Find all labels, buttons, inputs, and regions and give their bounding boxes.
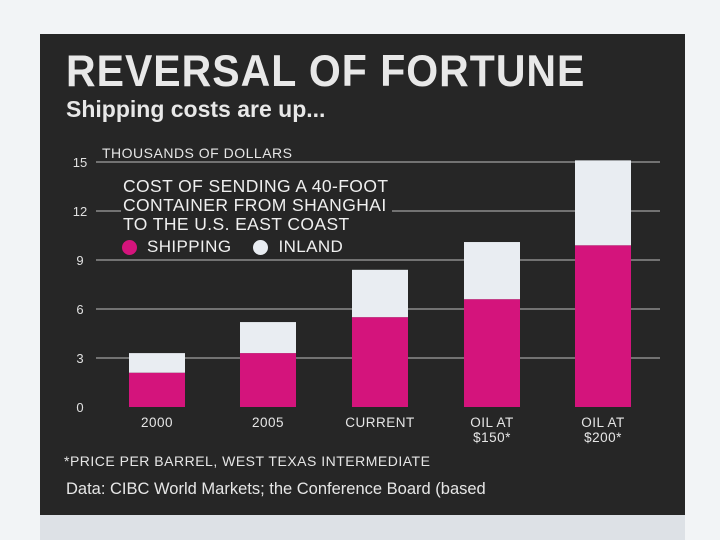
legend-item-shipping: SHIPPING bbox=[122, 237, 231, 257]
legend-item-inland: INLAND bbox=[253, 237, 343, 257]
x-tick-label: $200* bbox=[584, 430, 622, 445]
x-tick-label: OIL AT bbox=[470, 415, 514, 430]
chart-subtitle: Shipping costs are up... bbox=[66, 96, 326, 122]
bar-shipping bbox=[129, 372, 185, 407]
bar-inland bbox=[129, 353, 185, 373]
source-note: Data: CIBC World Markets; the Conference… bbox=[66, 480, 486, 498]
footnote: *PRICE PER BARREL, WEST TEXAS INTERMEDIA… bbox=[64, 453, 431, 469]
bar-shipping bbox=[352, 317, 408, 407]
y-tick-label: 3 bbox=[76, 351, 83, 366]
y-tick-label: 12 bbox=[73, 204, 87, 219]
chart-title: REVERSAL OF FORTUNE bbox=[66, 46, 586, 96]
legend-label-shipping: SHIPPING bbox=[147, 237, 232, 256]
chart-description-line: COST OF SENDING A 40-FOOT bbox=[123, 176, 389, 196]
x-tick-label: $150* bbox=[473, 430, 511, 445]
legend-swatch-shipping bbox=[122, 239, 137, 255]
y-tick-label: 6 bbox=[76, 302, 83, 317]
y-tick-label: 9 bbox=[76, 253, 83, 268]
x-tick-label: OIL AT bbox=[581, 415, 625, 430]
chart-description: COST OF SENDING A 40-FOOT CONTAINER FROM… bbox=[121, 175, 393, 236]
bar-inland bbox=[240, 322, 296, 354]
legend-swatch-inland bbox=[253, 239, 269, 255]
x-tick-label: CURRENT bbox=[345, 415, 415, 430]
chart-description-line: TO THE U.S. EAST COAST bbox=[123, 214, 350, 234]
bar-shipping bbox=[240, 353, 296, 407]
chart-description-line: CONTAINER FROM SHANGHAI bbox=[123, 195, 387, 215]
y-tick-label: 0 bbox=[76, 400, 83, 415]
chart-panel: 0 3 6 9 12 15 2000 2005 CURRENT OIL AT $150* OIL AT… bbox=[40, 34, 685, 515]
bar-inland bbox=[464, 242, 520, 300]
x-tick-label: 2000 bbox=[141, 415, 173, 430]
legend: SHIPPING INLAND bbox=[122, 237, 365, 257]
y-axis-label: THOUSANDS OF DOLLARS bbox=[102, 145, 293, 161]
x-tick-label: 2005 bbox=[252, 415, 284, 430]
y-tick-label: 15 bbox=[73, 155, 87, 170]
bar-inland bbox=[352, 269, 408, 318]
bar-inland bbox=[575, 160, 631, 246]
bottom-band bbox=[40, 515, 685, 540]
bar-shipping bbox=[464, 299, 520, 407]
bar-shipping bbox=[575, 245, 631, 407]
legend-label-inland: INLAND bbox=[278, 237, 344, 256]
